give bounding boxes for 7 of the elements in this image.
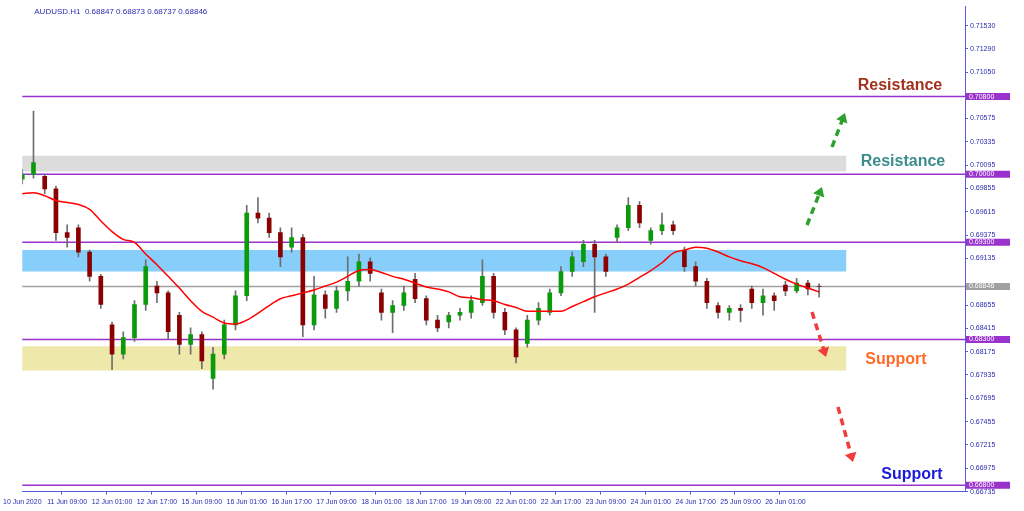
annotation: Resistance bbox=[860, 152, 946, 170]
line-series bbox=[21, 192, 820, 325]
annotation: Resistance bbox=[857, 76, 943, 94]
annotation: Support bbox=[865, 350, 928, 368]
candlestick bbox=[816, 283, 822, 298]
chart-title: AUDUSD.H1 0.68847 0.68873 0.68737 0.68846 bbox=[34, 7, 208, 17]
annotation: Support bbox=[881, 465, 944, 483]
